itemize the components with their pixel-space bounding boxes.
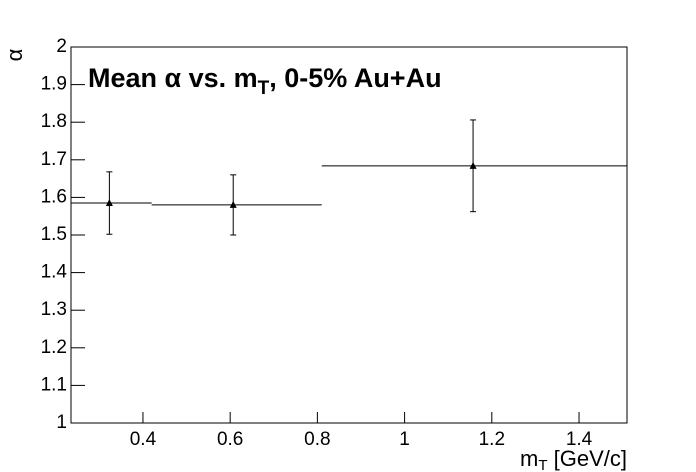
x-tick-label: 1.4 [566, 429, 593, 450]
y-axis-label: α [2, 48, 27, 61]
y-tick-label: 1.3 [41, 299, 67, 320]
x-tick-label: 1 [399, 429, 410, 450]
y-tick-label: 1 [56, 412, 67, 433]
y-tick-label: 1.8 [41, 111, 67, 132]
y-tick-label: 1.2 [41, 337, 67, 358]
y-tick-label: 2 [56, 36, 67, 57]
x-tick-label: 0.4 [130, 429, 157, 450]
y-tick-label: 1.4 [41, 262, 68, 283]
y-tick-label: 1.6 [41, 186, 67, 207]
chart-title: Mean α vs. mT, 0-5% Au+Au [88, 63, 442, 99]
x-axis-label: mT [GeV/c] [520, 446, 627, 472]
y-tick-label: 1.1 [41, 374, 67, 395]
data-point [105, 199, 113, 207]
data-point [469, 161, 477, 169]
x-tick-label: 1.2 [479, 429, 505, 450]
x-tick-label: 0.8 [304, 429, 330, 450]
y-tick-label: 1.5 [41, 224, 67, 245]
data-point [229, 200, 237, 208]
plot-frame [70, 46, 628, 424]
x-tick-label: 0.6 [217, 429, 243, 450]
y-tick-label: 1.7 [41, 149, 67, 170]
y-tick-label: 1.9 [41, 74, 67, 95]
